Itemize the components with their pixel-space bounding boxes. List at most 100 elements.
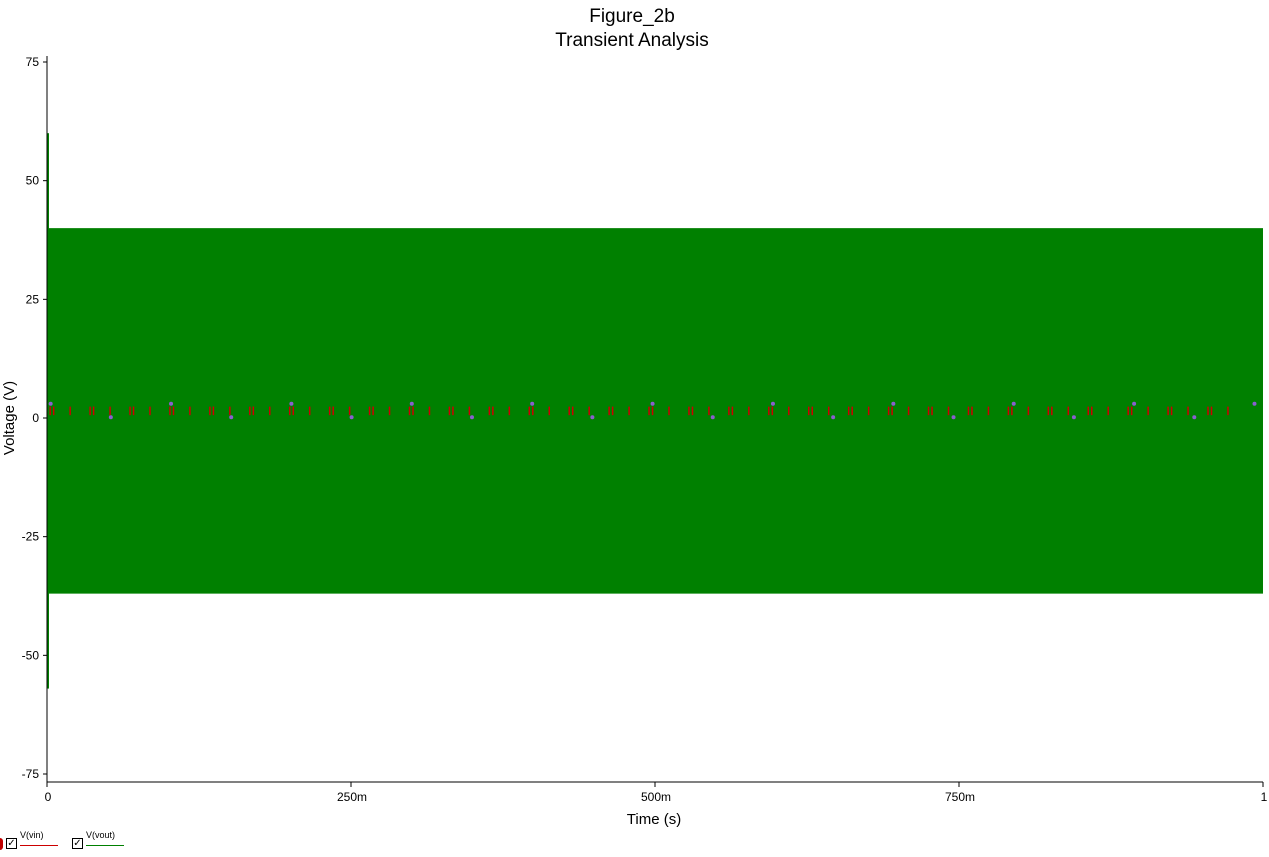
- vin-pulse: [89, 406, 91, 416]
- vin-pulse: [252, 406, 255, 416]
- vin-pulse: [49, 406, 51, 416]
- y-tick-label: 75: [26, 55, 40, 69]
- vin-pulse: [691, 406, 694, 416]
- y-tick-label: -50: [22, 648, 40, 662]
- x-ticks: 0 250m 500m 750m 1: [45, 782, 1268, 804]
- x-tick-label: 250m: [337, 790, 367, 804]
- vin-pulse: [571, 406, 574, 416]
- vin-pulse: [1187, 406, 1189, 416]
- vin-pulse: [1147, 406, 1149, 416]
- vin-pulse: [548, 406, 550, 416]
- vin-marker: [1192, 415, 1197, 420]
- vin-pulse: [229, 406, 231, 416]
- legend-label-vout: V(vout): [86, 830, 116, 840]
- vin-pulse: [648, 406, 650, 416]
- vin-pulse: [588, 406, 590, 416]
- chart-subtitle: Transient Analysis: [555, 30, 708, 51]
- vin-marker: [48, 401, 53, 406]
- vin-pulse: [332, 406, 334, 416]
- vin-pulse: [428, 406, 431, 416]
- vin-pulse: [109, 406, 111, 416]
- vin-pulse: [1067, 406, 1070, 416]
- vin-pulse: [132, 406, 135, 416]
- vin-marker: [891, 401, 896, 406]
- vin-marker: [590, 415, 595, 420]
- vin-pulse: [169, 406, 171, 416]
- vin-pulse: [708, 406, 710, 416]
- vin-pulse: [532, 406, 534, 416]
- vin-pulse: [891, 406, 893, 416]
- vin-pulse: [408, 406, 411, 416]
- x-axis-label: Time (s): [627, 811, 681, 828]
- x-tick-label: 1: [1261, 790, 1268, 804]
- legend-swatch-vin: [20, 845, 58, 846]
- vout-initial-spike: [47, 133, 49, 689]
- vin-pulse: [827, 406, 830, 416]
- vin-pulse: [189, 406, 191, 416]
- vin-marker: [1252, 401, 1257, 406]
- vin-pulse: [1027, 406, 1030, 416]
- vin-marker: [530, 401, 535, 406]
- y-tick-label: -25: [22, 530, 40, 544]
- vin-pulse: [1130, 406, 1133, 416]
- vout-checkbox[interactable]: ✓: [72, 838, 83, 849]
- y-ticks: 75 50 25 0 -25 -50 -75: [22, 55, 47, 781]
- chart-title: Figure_2b: [589, 6, 675, 27]
- legend: ✓ V(vin) ✓ V(vout): [0, 828, 300, 854]
- vin-marker: [1132, 401, 1137, 406]
- vin-pulse: [1227, 406, 1229, 416]
- vin-marker: [951, 415, 956, 420]
- vin-pulse: [1210, 406, 1213, 416]
- vin-pulse: [52, 406, 55, 416]
- legend-active-marker: [0, 838, 3, 850]
- vin-pulse: [1127, 406, 1129, 416]
- vin-pulse: [788, 406, 790, 416]
- vin-marker: [770, 401, 775, 406]
- vin-pulse: [492, 406, 494, 416]
- vin-pulse: [368, 406, 371, 416]
- vin-pulse: [308, 406, 311, 416]
- y-tick-label: 25: [26, 292, 40, 306]
- y-tick-label: 50: [26, 174, 40, 188]
- vin-pulse: [249, 406, 251, 416]
- vin-pulse: [269, 406, 271, 416]
- legend-swatch-vout: [86, 845, 124, 846]
- vin-pulse: [987, 406, 990, 416]
- vin-pulse: [1051, 406, 1053, 416]
- vin-pulse: [688, 406, 690, 416]
- vin-checkbox[interactable]: ✓: [6, 838, 17, 849]
- vin-marker: [229, 415, 234, 420]
- vin-pulse: [947, 406, 950, 416]
- vin-marker: [289, 401, 294, 406]
- vin-pulse: [887, 406, 890, 416]
- vin-marker: [1071, 415, 1076, 420]
- x-tick-label: 0: [45, 790, 52, 804]
- vin-pulse: [1167, 406, 1169, 416]
- vin-pulse: [212, 406, 215, 416]
- vin-pulse: [628, 406, 630, 416]
- vin-pulse: [808, 406, 810, 416]
- vin-pulse: [448, 406, 451, 416]
- vin-pulse: [1011, 406, 1013, 416]
- vin-pulse: [847, 406, 850, 416]
- vin-marker: [108, 415, 113, 420]
- vin-pulse: [149, 406, 151, 416]
- vin-pulse: [209, 406, 211, 416]
- vin-marker: [831, 415, 836, 420]
- vin-pulse: [288, 406, 291, 416]
- vin-pulse: [907, 406, 910, 416]
- vin-pulse: [69, 406, 71, 416]
- vin-pulse: [568, 406, 570, 416]
- vin-marker: [650, 401, 655, 406]
- vin-marker: [409, 401, 414, 406]
- vin-pulse: [668, 406, 670, 416]
- vin-pulse: [1007, 406, 1010, 416]
- vin-pulse: [412, 406, 414, 416]
- vin-pulse: [372, 406, 374, 416]
- vin-pulse: [1170, 406, 1173, 416]
- y-tick-label: 0: [32, 411, 39, 425]
- vin-pulse: [967, 406, 970, 416]
- vin-pulse: [768, 406, 770, 416]
- vin-pulse: [731, 406, 734, 416]
